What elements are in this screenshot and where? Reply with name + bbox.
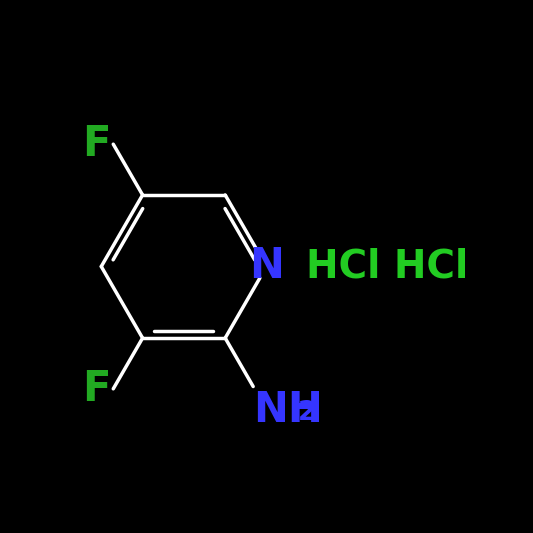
Text: N: N [249,246,284,287]
Text: HCl HCl: HCl HCl [306,247,469,286]
Text: 2: 2 [297,400,316,426]
Text: F: F [82,123,111,165]
Text: F: F [82,368,110,410]
Text: NH: NH [253,389,323,431]
